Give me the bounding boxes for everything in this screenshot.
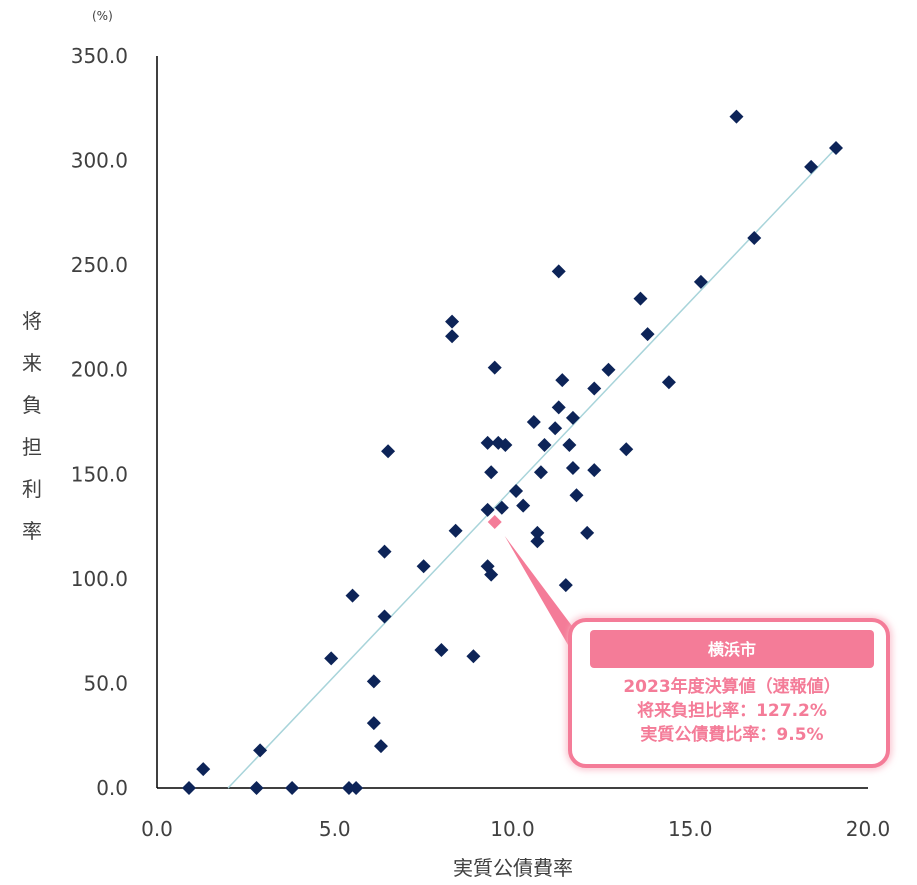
y-tick-label: 0.0: [96, 776, 128, 800]
trendline: [227, 147, 837, 789]
data-point: [693, 274, 708, 289]
data-point: [181, 781, 196, 795]
data-point: [587, 381, 602, 396]
data-point: [253, 743, 268, 758]
data-point: [551, 264, 566, 279]
data-point: [516, 498, 531, 513]
x-tick-label: 15.0: [668, 817, 713, 841]
callout-line-2: 将来負担比率：127.2%: [637, 700, 827, 721]
data-point: [349, 781, 364, 795]
y-tick-label: 300.0: [71, 149, 128, 173]
data-point: [341, 781, 356, 795]
data-point: [580, 525, 595, 540]
data-point: [558, 578, 573, 593]
data-point: [661, 375, 676, 390]
x-tick-labels: 0.0 5.0 10.0 15.0 20.0: [141, 817, 890, 841]
data-point: [555, 373, 570, 388]
y-tick-label: 50.0: [83, 671, 128, 695]
data-point: [366, 674, 381, 689]
data-point: [487, 360, 502, 375]
data-point: [480, 435, 495, 450]
data-point: [804, 159, 819, 174]
data-point: [526, 415, 541, 429]
y-axis-label-text: 将来負担利率: [22, 309, 42, 543]
data-point: [445, 329, 460, 344]
y-tick-label: 200.0: [71, 358, 128, 382]
callout-line-1: 2023年度決算値（速報値）: [623, 676, 840, 697]
x-tick-label: 0.0: [141, 817, 173, 841]
callout-line-3: 実質公債費比率：9.5%: [640, 724, 823, 745]
data-point: [416, 559, 431, 574]
data-point: [537, 438, 552, 453]
data-point: [530, 534, 545, 549]
data-point: [548, 421, 563, 436]
data-point: [562, 438, 577, 453]
data-point: [196, 762, 211, 777]
data-point: [285, 781, 300, 795]
data-point: [569, 488, 584, 503]
data-point: [434, 642, 449, 657]
data-point: [601, 362, 616, 377]
x-tick-label: 5.0: [319, 817, 351, 841]
data-point: [345, 588, 360, 603]
data-point: [509, 484, 524, 499]
data-point: [565, 461, 580, 476]
y-tick-label: 150.0: [71, 462, 128, 486]
data-point: [587, 463, 602, 478]
y-tick-label: 250.0: [71, 253, 128, 277]
data-point: [448, 523, 463, 538]
data-point: [640, 327, 655, 342]
y-tick-label: 100.0: [71, 567, 128, 591]
highlight-point: [487, 514, 502, 529]
callout-title: 横浜市: [708, 640, 756, 659]
y-axis-label: 将来負担利率: [22, 309, 42, 543]
data-point: [494, 500, 509, 515]
data-point: [445, 314, 460, 329]
data-points: [181, 109, 844, 795]
y-unit-label: (%): [92, 9, 113, 23]
data-point: [729, 109, 744, 124]
data-point: [377, 544, 392, 559]
data-point: [565, 410, 580, 425]
data-point: [484, 567, 499, 582]
data-point: [829, 141, 844, 156]
data-point: [498, 438, 513, 453]
data-point: [324, 651, 339, 666]
y-tick-label: 350.0: [71, 44, 128, 68]
y-tick-labels: 0.0 50.0 100.0 150.0 200.0 250.0 300.0 350.0: [71, 44, 128, 800]
x-tick-label: 20.0: [846, 817, 891, 841]
data-point: [366, 716, 381, 731]
x-tick-label: 10.0: [490, 817, 535, 841]
data-point: [466, 649, 481, 664]
data-point: [480, 502, 495, 517]
data-point: [747, 230, 762, 245]
data-point: [533, 465, 548, 480]
data-point: [249, 781, 264, 795]
data-point: [381, 444, 396, 459]
data-point: [377, 609, 392, 624]
x-axis-label: 実質公債費率: [453, 856, 573, 880]
data-point: [530, 525, 545, 540]
data-point: [619, 442, 634, 457]
callout-yokohama: 横浜市 2023年度決算値（速報値） 将来負担比率：127.2% 実質公債費比率…: [504, 535, 890, 768]
data-point: [484, 465, 499, 480]
data-point: [551, 400, 566, 415]
callout-header: [590, 630, 874, 668]
data-point: [373, 739, 388, 754]
data-point: [633, 291, 648, 306]
